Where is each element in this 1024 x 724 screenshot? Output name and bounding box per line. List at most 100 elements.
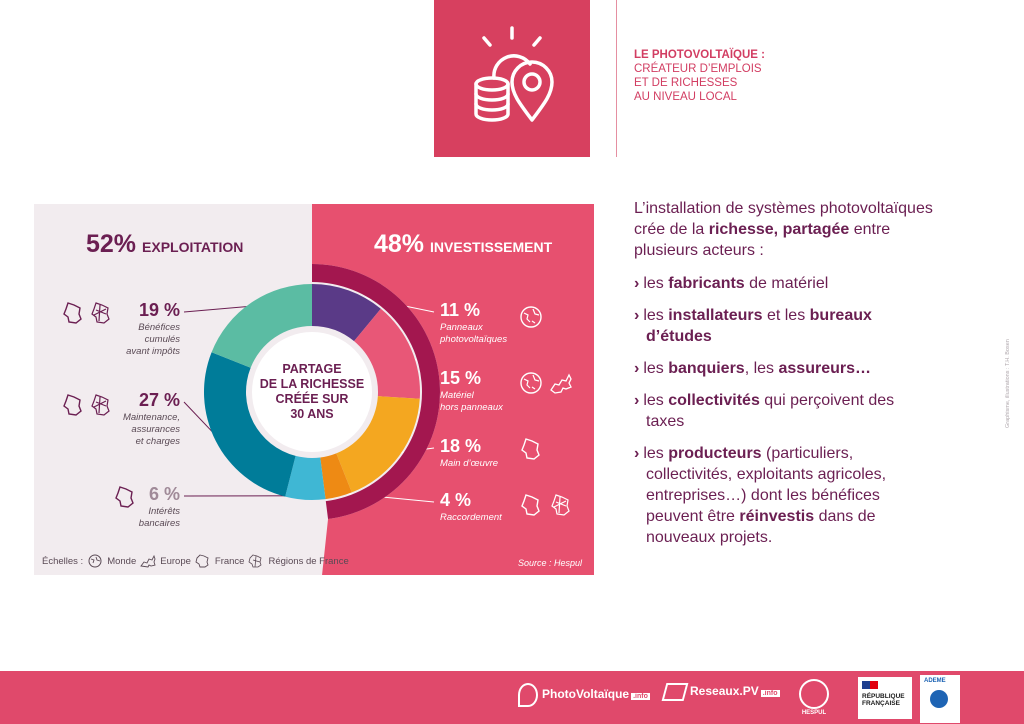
scales-label: Échelles : [42,555,84,567]
reseaux-pv-logo[interactable]: Reseaux.PV .info [661,683,780,701]
france-map-icon [115,486,134,508]
explanation-text: L’installation de systèmes photovoltaïqu… [634,198,934,559]
benefices-line-2: cumulés [144,334,180,345]
label-panneaux: 11 % Panneaux photovoltaïques [440,300,530,345]
donut-slice-panneaux-photovolta-ques [312,284,381,342]
hespul-logo[interactable]: HESPUL [796,679,832,716]
intro-d: entre plusieurs acteurs : [634,221,891,259]
b3-c: , les [744,360,779,377]
b5-a: les [643,445,669,462]
maintenance-line-1: Maintenance, [122,412,180,423]
center-line-2: DE LA RICHESSE [259,377,365,391]
label-main-oeuvre: 18 % Main d’œuvre [440,436,530,469]
france-map-icon [195,554,209,568]
main-oeuvre-value: 18 % [440,436,482,456]
rf-line-2: FRANÇAISE [862,700,900,707]
chevron-icon: › [634,275,640,292]
panel-icon [661,683,689,701]
panel-right-bg [312,204,594,575]
ademe-globe-icon [930,690,948,708]
intro-a: L’installation de systèmes photovoltaïqu… [634,200,933,238]
topic-line-1: LE PHOTOVOLTAÏQUE : [634,49,765,61]
footer-bar: PhotoVoltaïque .info Reseaux.PV .info HESP… [0,671,1024,724]
france-map-icon [63,302,82,324]
logo1-tld: .info [631,693,650,701]
france-map-icon [63,394,82,416]
logo3-text: HESPUL [801,710,827,716]
b4-a: les [643,392,669,409]
interets-line-2: bancaires [138,518,180,529]
label-maintenance: 27 % Maintenance, assurances et charges [112,390,180,447]
center-line-3: CRÉÉE SUR [275,392,349,406]
credit-text: Graphisme, illustrations : T.H. Bosen [1005,339,1011,428]
list-item: › les banquiers, les assureurs… [634,358,934,379]
chevron-icon: › [634,445,640,462]
hero-tile [434,0,590,157]
main-oeuvre-line-1: Main d’œuvre [440,458,499,469]
regions-map-icon [91,394,110,416]
scales-legend: Échelles : Monde Europe France Régions d… [42,554,349,568]
panneaux-line-1: Panneaux [440,322,483,333]
europe-map-icon [550,373,572,394]
materiel-value: 15 % [440,368,482,388]
leader-line [183,305,254,313]
scale-france: France [214,555,245,567]
topic-line-3: ET DE RICHESSES [634,77,738,89]
regions-map-icon [551,494,570,516]
b4-c: qui perçoivent des taxes [646,392,895,430]
b5-e: dans de nouveaux projets. [646,508,876,546]
b2-c: et les [762,307,810,324]
b2-d: bureaux d’études [646,307,872,345]
topic-line-2: CRÉATEUR D’EMPLOIS [634,63,762,75]
chevron-icon: › [634,392,640,409]
regions-map-icon [249,554,262,568]
donut-slice-maintenance-assurances-et-charges [204,352,296,497]
donut-center-label: PARTAGE DE LA RICHESSE CRÉÉE SUR 30 ANS [252,362,372,422]
materiel-line-2: hors panneaux [440,402,503,413]
republique-francaise-logo: RÉPUBLIQUE FRANÇAISE [858,677,912,719]
donut-slice-b-n-fices-cumul-s-avant-imp-ts [211,284,312,368]
scale-monde: Monde [107,555,137,567]
b4-b: collectivités [668,392,760,409]
b5-b: producteurs [668,445,762,462]
b3-a: les [643,360,669,377]
benefices-line-3: avant impôts [126,346,180,357]
label-interets: 6 % Intérêts bancaires [120,484,180,529]
credit-vertical: Graphisme, illustrations : T.H. Bosen [1005,339,1011,428]
donut-slice-mat-riel-hors-panneaux [354,308,420,399]
donut-slices [204,264,441,519]
interets-line-1: Intérêts [148,506,180,517]
photovoltaique-logo[interactable]: PhotoVoltaïque .info [518,683,650,707]
exploitation-heading: 52% EXPLOITATION [86,230,243,259]
logo2-tld: .info [760,690,780,698]
maintenance-line-3: et charges [135,436,180,447]
b3-d: assureurs… [778,360,872,377]
b5-c: (particuliers, collectivités, exploitant… [646,445,887,525]
topic-heading: LE PHOTOVOLTAÏQUE : CRÉATEUR D’EMPLOIS E… [634,48,834,104]
b3-b: banquiers [668,360,745,377]
divider-line [616,0,617,157]
donut-slice-main-d-uvre [336,396,420,493]
exploitation-word: EXPLOITATION [142,239,244,255]
globe-icon [88,554,102,568]
intro-paragraph: L’installation de systèmes photovoltaïqu… [634,198,934,261]
actors-list: › les fabricants de matériel › les install… [634,273,934,548]
materiel-line-1: Matériel [440,390,474,401]
b1-b: fabricants [668,275,745,292]
list-item: › les installateurs et les bureaux d’étud… [634,305,934,347]
raccordement-line-1: Raccordement [440,512,502,523]
list-item: › les collectivités qui perçoivent des ta… [634,390,934,432]
benefices-line-1: Bénéfices [138,322,180,333]
donut-slice-raccordement [320,453,352,500]
investissement-word: INVESTISSEMENT [430,239,553,255]
rf-line-1: RÉPUBLIQUE [862,693,905,700]
center-line-4: 30 ANS [290,407,334,421]
flag-red-icon [870,681,878,689]
donut-center [252,332,372,452]
maintenance-value: 27 % [138,390,180,410]
donut-slice-int-r-ts-bancaires [285,455,326,500]
list-item: › les producteurs (particuliers, collecti… [634,443,934,548]
france-map-icon [521,438,540,460]
exploitation-percent: 52% [86,230,137,258]
logo1-text: PhotoVoltaïque [542,687,630,702]
